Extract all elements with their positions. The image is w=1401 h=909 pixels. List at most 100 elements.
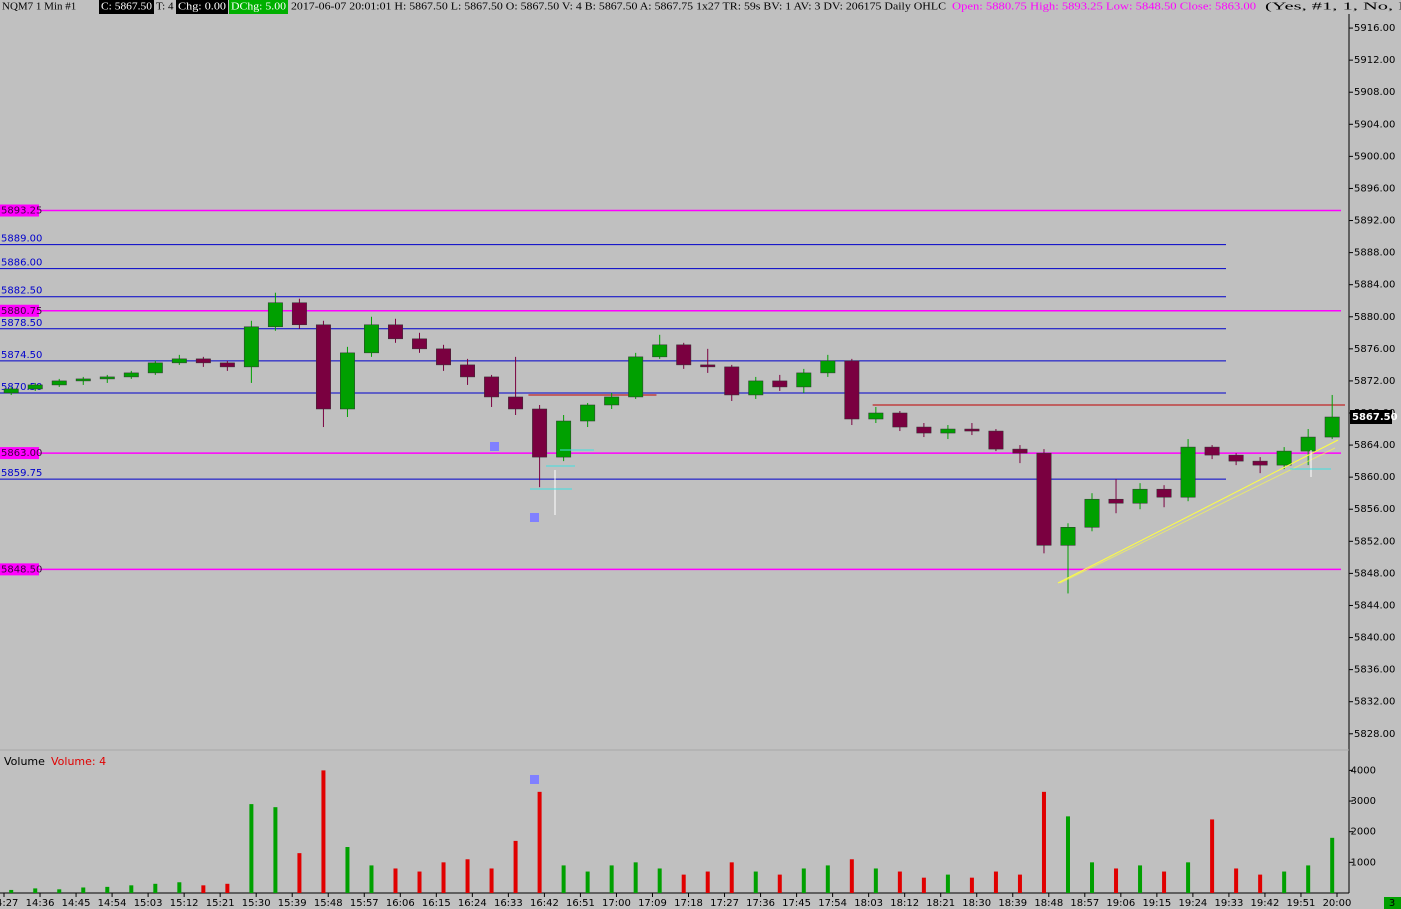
x-tick-label: 15:03 <box>134 898 163 909</box>
x-tick-label: 15:39 <box>278 898 307 909</box>
y-tick-label: 5860.00 <box>1354 472 1395 483</box>
x-tick-label: 19:51 <box>1287 898 1316 909</box>
y-tick-label: 5904.00 <box>1354 119 1395 130</box>
y-tick-label: 5896.00 <box>1354 183 1395 194</box>
x-tick-label: 15:12 <box>170 898 199 909</box>
x-tick-label: 14:54 <box>98 898 127 909</box>
volume-bar <box>81 887 86 893</box>
level-label-box <box>0 204 39 217</box>
volume-bar <box>1186 862 1191 893</box>
volume-bar <box>657 868 662 893</box>
x-tick-label: 14:27 <box>0 898 18 909</box>
y-tick-label: 5856.00 <box>1354 504 1395 515</box>
x-tick-label: 16:24 <box>458 898 487 909</box>
volume-bar <box>609 865 614 893</box>
y-tick-label: 5840.00 <box>1354 633 1395 644</box>
candle-body <box>267 302 283 328</box>
candle-body <box>940 428 956 434</box>
candle-body <box>628 356 644 398</box>
level-label-box <box>0 563 39 576</box>
candle-body <box>75 378 91 382</box>
level-label: 5880.75 <box>1 306 42 317</box>
volume-bar <box>681 874 686 893</box>
x-tick-label: 17:00 <box>602 898 631 909</box>
y-tick-label: 5872.00 <box>1354 376 1395 387</box>
y-tick-label: 5888.00 <box>1354 248 1395 259</box>
candle-body <box>676 344 692 366</box>
candle-body <box>1012 448 1028 454</box>
volume-bar <box>441 862 446 893</box>
x-tick-label: 19:42 <box>1251 898 1280 909</box>
corner-badge-box <box>1384 897 1401 909</box>
volume-title: Volume <box>4 755 45 768</box>
level-label: 5870.50 <box>1 382 42 393</box>
daily-change: DChg: 5.00 <box>231 1 287 13</box>
candle-body <box>1324 416 1340 438</box>
level-label: 5882.50 <box>1 286 42 297</box>
y-tick-label: 5880.00 <box>1354 312 1395 323</box>
y-tick-label: 5836.00 <box>1354 665 1395 676</box>
trend-line <box>1057 439 1339 584</box>
y-tick-label: 5912.00 <box>1354 55 1395 66</box>
candle-body <box>147 362 163 374</box>
marker <box>530 775 539 784</box>
x-tick-label: 16:33 <box>494 898 523 909</box>
x-tick-label: 16:06 <box>386 898 415 909</box>
volume-bar <box>321 770 326 893</box>
candle-body <box>1276 450 1292 466</box>
volume-tick-label: 4000 <box>1351 765 1376 776</box>
volume-last: Volume: 4 <box>51 755 106 768</box>
volume-bar <box>1138 865 1143 893</box>
volume-bar <box>945 874 950 893</box>
candle-body <box>700 364 716 368</box>
candle-body <box>724 366 740 396</box>
x-tick-label: 18:12 <box>890 898 919 909</box>
volume-bar <box>177 882 182 893</box>
volume-bar <box>825 865 830 893</box>
candle-body <box>460 364 476 378</box>
candle-body <box>436 348 451 366</box>
candle-body <box>508 396 524 410</box>
x-tick-label: 19:33 <box>1214 898 1243 909</box>
y-tick-label: 5832.00 <box>1354 697 1395 708</box>
candle-body <box>796 372 812 388</box>
volume-bar <box>1330 837 1335 893</box>
y-tick-label: 5916.00 <box>1354 23 1395 34</box>
level-label: 5893.25 <box>1 206 42 217</box>
candle-body <box>1156 488 1172 498</box>
candle-body <box>1060 527 1076 546</box>
volume-bar <box>849 859 854 893</box>
volume-bar <box>1065 816 1070 893</box>
daily-ohlc: Open: 5880.75 High: 5893.25 Low: 5848.50… <box>952 1 1257 13</box>
y-tick-label: 5884.00 <box>1354 280 1395 291</box>
close: C: 5867.50 <box>101 1 153 13</box>
volume-bar <box>393 868 398 893</box>
x-tick-label: 17:18 <box>674 898 703 909</box>
candle-body <box>27 384 43 390</box>
marker <box>490 442 499 451</box>
candle-body <box>580 404 596 422</box>
candle-body <box>868 412 884 420</box>
volume-bar <box>129 885 134 893</box>
x-tick-label: 17:09 <box>638 898 667 909</box>
corner-badge: 3 <box>1389 898 1395 909</box>
volume-bar <box>1282 871 1287 893</box>
x-tick-label: 19:24 <box>1178 898 1207 909</box>
marks: 5916.00 5912.00 5908.00 5904.00 5900.00 5896.… <box>0 23 1395 909</box>
change: Chg: 0.00 <box>178 1 227 13</box>
level-label: 5863.00 <box>1 448 42 459</box>
candle-body <box>51 380 67 386</box>
y-tick-label: 5876.00 <box>1354 344 1395 355</box>
x-tick-label: 17:27 <box>710 898 739 909</box>
x-tick-label: 15:30 <box>242 898 271 909</box>
volume-bar <box>537 791 542 893</box>
volume-bar <box>225 883 230 893</box>
y-tick-label: 5852.00 <box>1354 536 1395 547</box>
volume-bar <box>297 853 302 893</box>
x-tick-label: 19:06 <box>1106 898 1135 909</box>
candle-body <box>99 376 115 380</box>
volume-bar <box>417 871 422 893</box>
candle-body <box>820 360 836 374</box>
y-tick-label: 5908.00 <box>1354 87 1395 98</box>
